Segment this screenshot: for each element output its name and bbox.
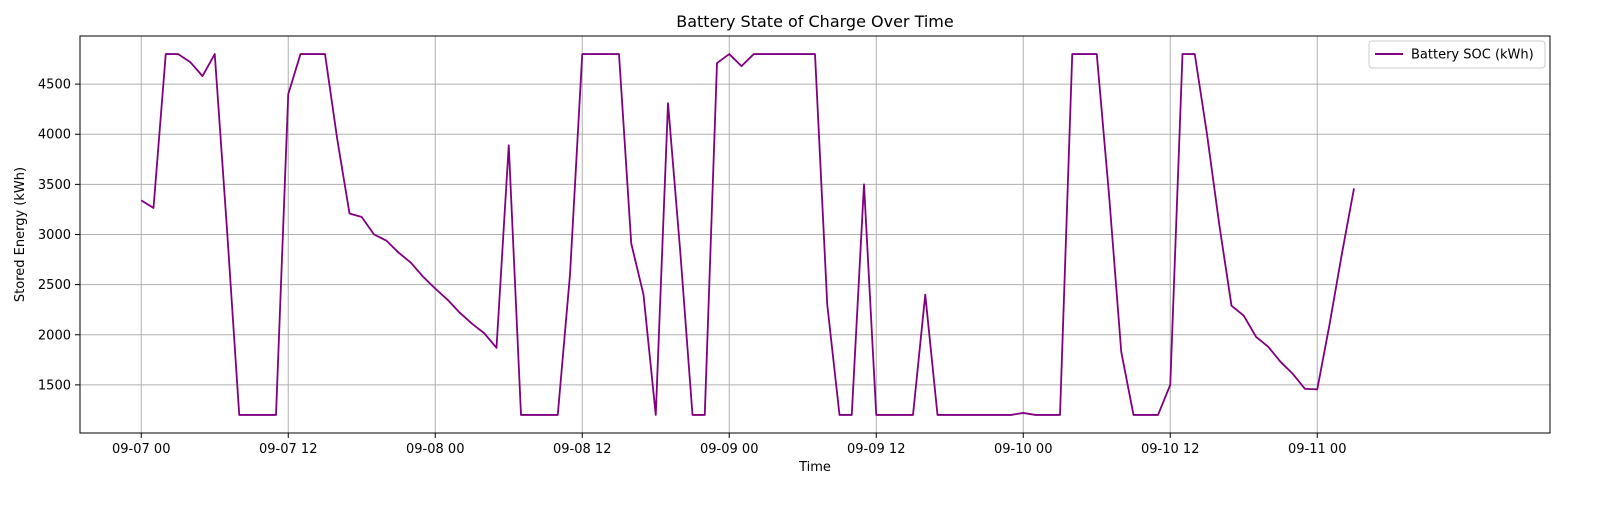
x-tick-label: 09-07 00 <box>112 442 170 457</box>
y-tick-label: 3000 <box>38 228 71 243</box>
x-tick-label: 09-10 00 <box>994 442 1052 457</box>
y-axis: 1500 2000 2500 3000 3500 4000 4500 <box>38 78 80 393</box>
legend-box <box>1368 40 1546 69</box>
chart-title: Battery State of Charge Over Time <box>676 12 953 31</box>
x-tick-label: 09-07 12 <box>259 442 317 457</box>
y-tick-label: 3500 <box>38 178 71 193</box>
series-layer <box>140 53 1355 416</box>
x-tick-label: 09-11 00 <box>1288 442 1346 457</box>
y-axis-label: Stored Energy (kWh) <box>13 167 28 302</box>
x-tick-label: 09-08 00 <box>406 442 464 457</box>
x-tick-label: 09-08 12 <box>553 442 611 457</box>
x-axis: 09-07 00 09-07 12 09-08 00 09-08 12 09-09 00… <box>112 433 1346 457</box>
x-tick-label: 09-09 12 <box>847 442 905 457</box>
y-tick-label: 2000 <box>38 328 71 343</box>
legend-label: Battery SOC (kWh) <box>1411 48 1534 63</box>
y-tick-label: 2500 <box>38 278 71 293</box>
x-tick-label: 09-10 12 <box>1141 442 1199 457</box>
y-tick-label: 4500 <box>38 78 71 93</box>
grid <box>80 36 1550 433</box>
y-tick-label: 4000 <box>38 128 71 143</box>
x-axis-label: Time <box>798 460 831 475</box>
x-tick-label: 09-09 00 <box>700 442 758 457</box>
series-line <box>140 53 1355 416</box>
y-tick-label: 1500 <box>38 378 71 393</box>
legend: Battery SOC (kWh) <box>1368 40 1546 69</box>
